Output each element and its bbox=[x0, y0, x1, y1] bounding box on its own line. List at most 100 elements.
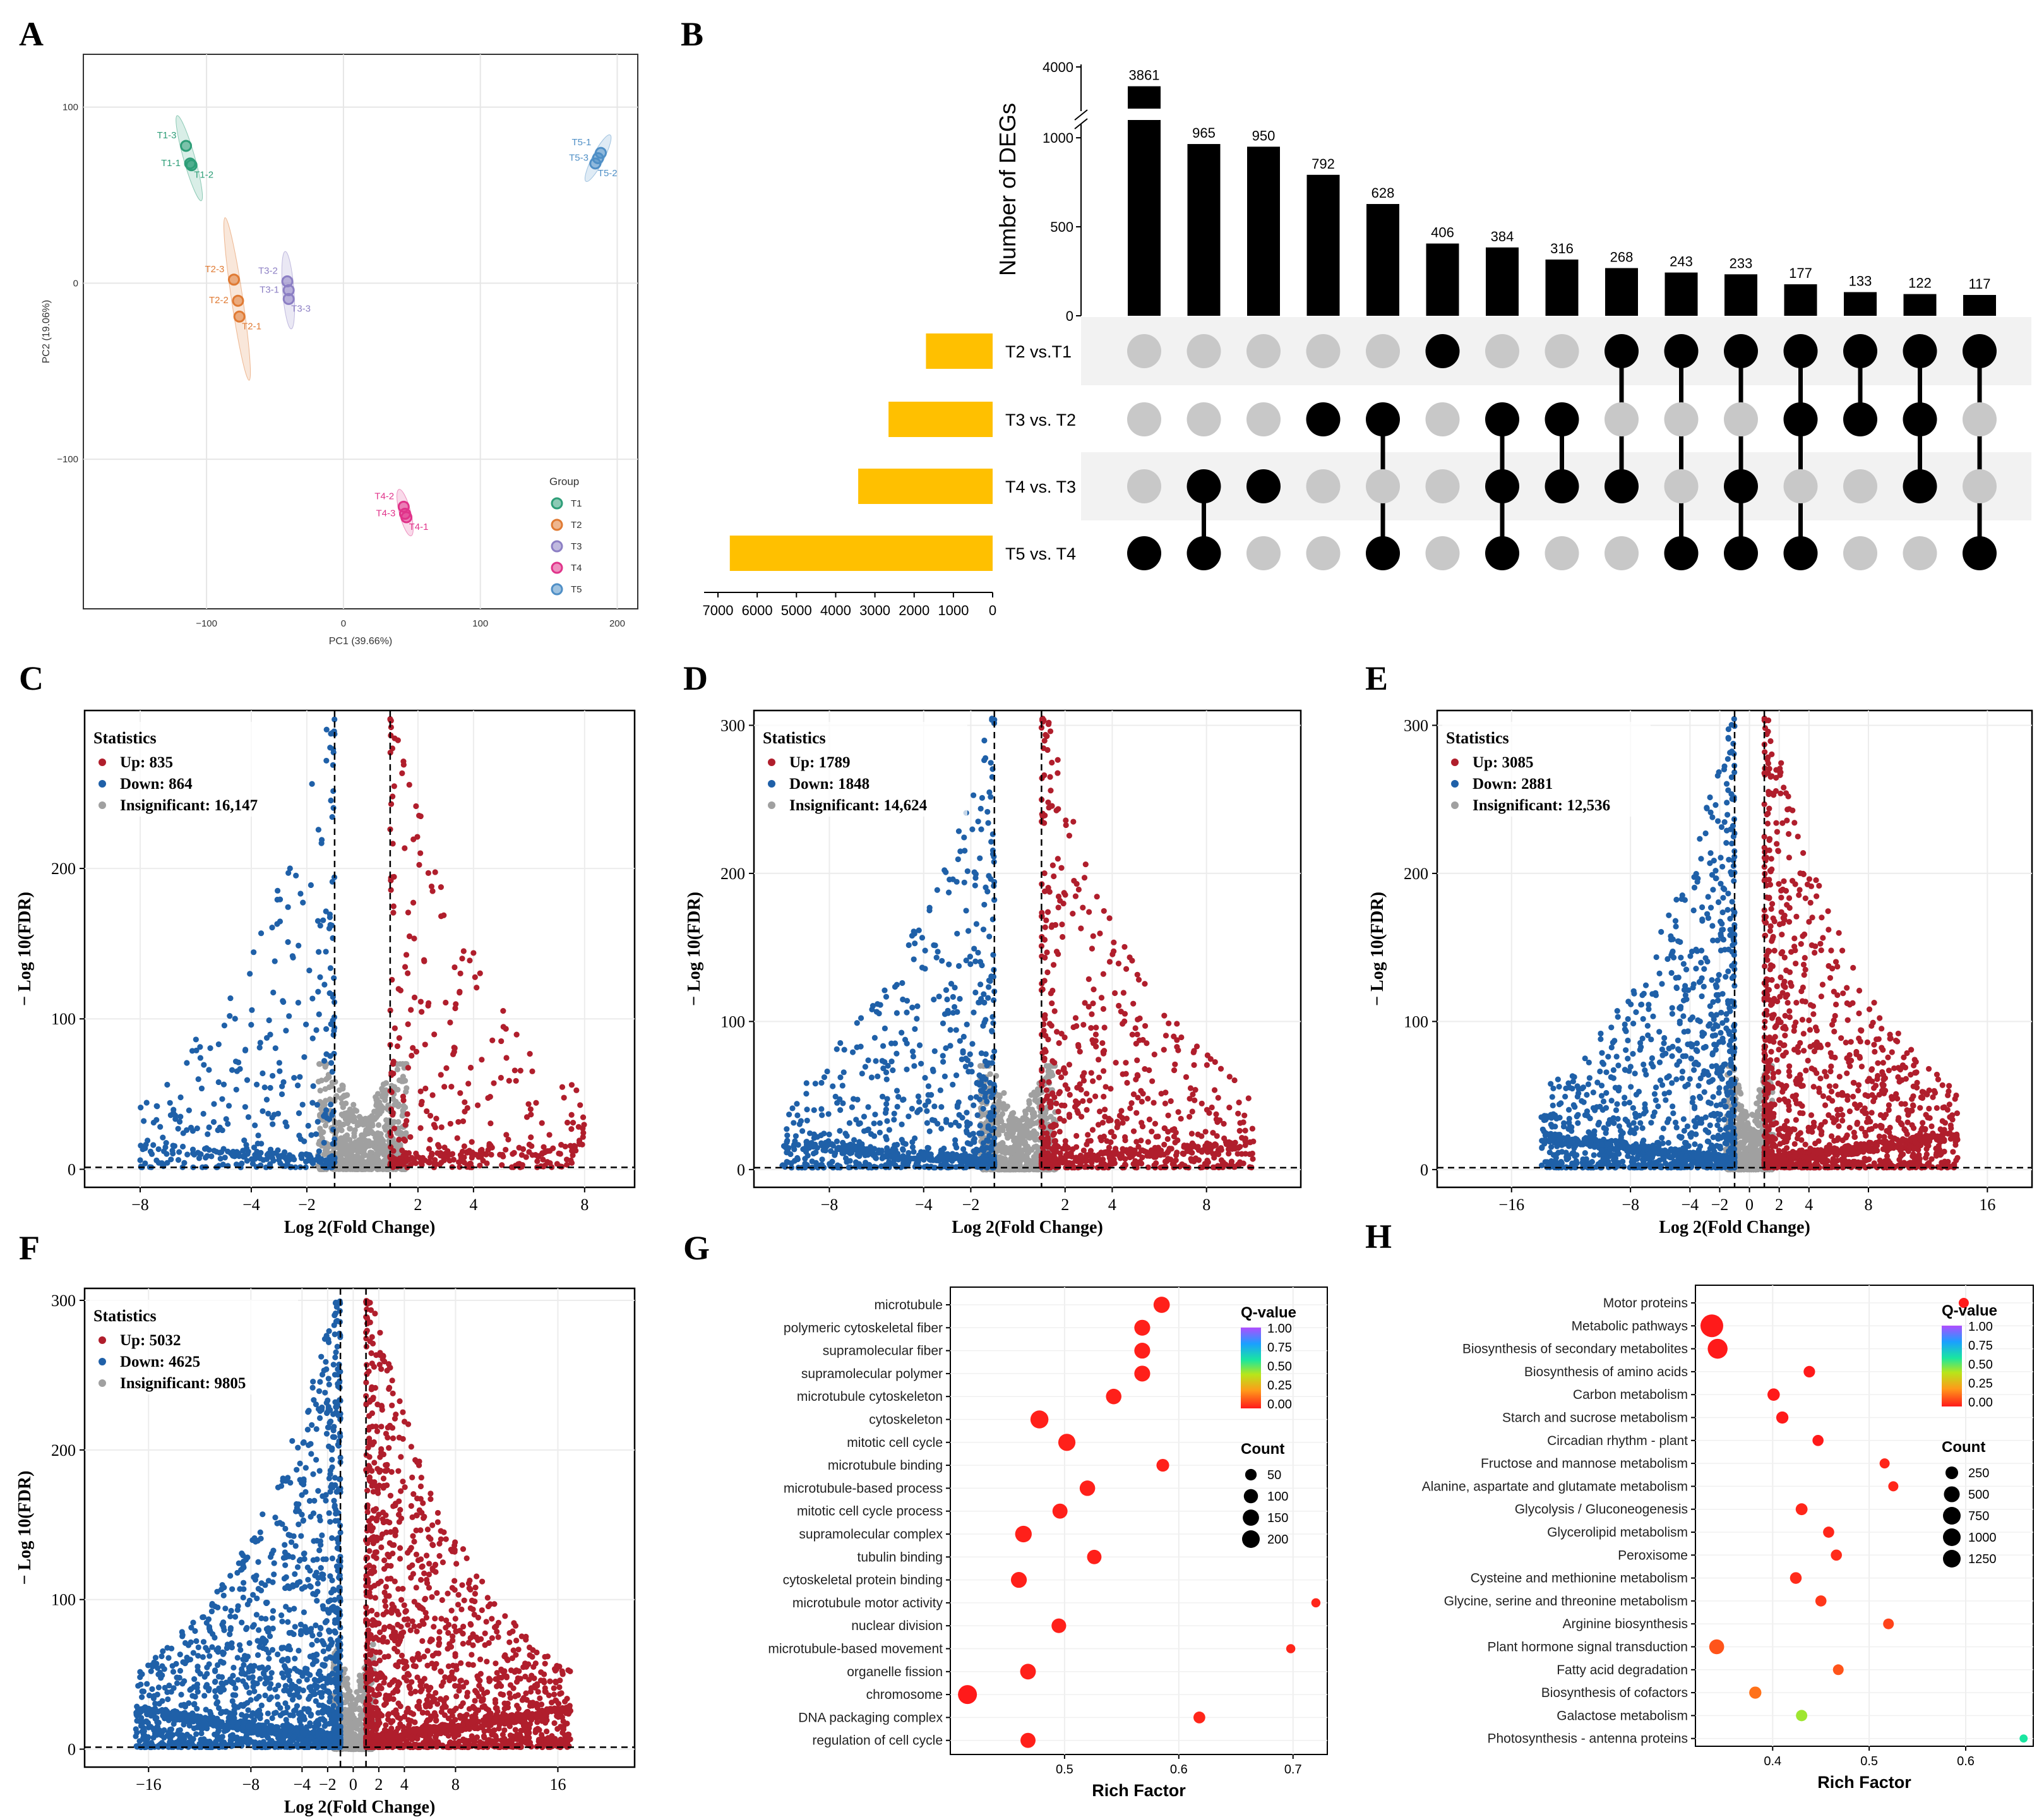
gene-point bbox=[980, 1160, 986, 1166]
sample-label: T4-1 bbox=[409, 522, 429, 532]
gene-point bbox=[377, 1142, 383, 1148]
membership-dot-filled bbox=[1903, 334, 1937, 368]
membership-dot-filled bbox=[1485, 536, 1519, 570]
gene-point bbox=[1138, 1088, 1144, 1094]
gene-point bbox=[395, 1086, 401, 1093]
gene-point bbox=[1162, 1089, 1169, 1096]
gene-point bbox=[941, 867, 948, 873]
gene-point bbox=[406, 933, 413, 940]
gene-point bbox=[981, 757, 988, 764]
gene-point bbox=[1161, 1141, 1168, 1148]
gene-point bbox=[824, 1068, 830, 1075]
gene-point bbox=[410, 899, 417, 906]
gene-point bbox=[391, 1025, 398, 1031]
gene-point bbox=[952, 985, 958, 991]
gene-point bbox=[1676, 1018, 1683, 1024]
gene-point bbox=[291, 1074, 297, 1081]
gene-point bbox=[339, 1100, 345, 1106]
gene-point bbox=[344, 1110, 350, 1116]
gene-point bbox=[886, 1127, 892, 1133]
gene-point bbox=[326, 914, 333, 920]
gene-point bbox=[272, 1045, 278, 1052]
set-axis-tick-label: 6000 bbox=[742, 603, 773, 618]
membership-dot-filled bbox=[1186, 469, 1221, 503]
gene-point bbox=[980, 926, 987, 933]
gene-point bbox=[1118, 1009, 1124, 1015]
gene-point bbox=[1111, 939, 1117, 945]
gene-point bbox=[962, 848, 968, 854]
membership-dot-empty bbox=[1186, 402, 1221, 436]
legend-title: Group bbox=[549, 476, 579, 488]
gene-point bbox=[1050, 962, 1057, 968]
gene-point bbox=[219, 1127, 225, 1134]
gene-point bbox=[150, 1119, 157, 1126]
gene-point bbox=[573, 1148, 579, 1154]
gene-point bbox=[387, 749, 393, 756]
gene-point bbox=[160, 1134, 166, 1141]
gene-point bbox=[804, 1117, 810, 1124]
gene-point bbox=[267, 1084, 273, 1091]
gene-point bbox=[1124, 1079, 1130, 1086]
gene-point bbox=[260, 1157, 266, 1163]
gene-point bbox=[320, 917, 326, 923]
gene-point bbox=[349, 1159, 356, 1166]
gene-point bbox=[364, 1118, 370, 1125]
gene-point bbox=[400, 1074, 406, 1080]
gene-point bbox=[328, 1021, 334, 1028]
gene-point bbox=[503, 1132, 510, 1138]
gene-point bbox=[253, 1081, 260, 1088]
gene-point bbox=[945, 889, 952, 896]
gene-point bbox=[284, 1158, 290, 1165]
gene-point bbox=[1044, 969, 1051, 976]
gene-point bbox=[1056, 1089, 1063, 1095]
gene-point bbox=[871, 1034, 878, 1041]
gene-point bbox=[546, 1132, 553, 1138]
gene-point bbox=[396, 1034, 402, 1041]
gene-point bbox=[1755, 1151, 1762, 1157]
gene-point bbox=[1168, 1146, 1174, 1152]
gene-point bbox=[404, 1111, 410, 1117]
gene-point bbox=[904, 1009, 910, 1016]
gene-point bbox=[438, 884, 444, 891]
gene-point bbox=[1084, 1091, 1090, 1097]
gene-point bbox=[795, 1142, 801, 1148]
gene-point bbox=[215, 1041, 222, 1048]
gene-point bbox=[1101, 1024, 1108, 1031]
bar-value-label: 384 bbox=[1491, 229, 1514, 244]
gene-point bbox=[234, 1149, 240, 1155]
gene-point bbox=[985, 1123, 991, 1129]
legend-title: Statistics bbox=[93, 729, 157, 747]
gene-point bbox=[960, 1033, 967, 1040]
gene-point bbox=[914, 1109, 921, 1115]
gene-point bbox=[291, 1156, 297, 1163]
gene-point bbox=[857, 1120, 863, 1127]
legend-marker bbox=[551, 519, 563, 531]
gene-point bbox=[1058, 1154, 1064, 1161]
gene-point bbox=[1045, 1036, 1051, 1043]
gene-point bbox=[197, 1055, 203, 1061]
gene-point bbox=[909, 1048, 916, 1055]
gene-point bbox=[1051, 1130, 1058, 1137]
gene-point bbox=[1044, 949, 1050, 956]
gene-point bbox=[784, 1149, 790, 1156]
gene-point bbox=[899, 1153, 905, 1160]
set-axis-tick-label: 4000 bbox=[820, 603, 851, 618]
gene-point bbox=[368, 1166, 374, 1173]
gene-point bbox=[550, 1145, 556, 1151]
gene-point bbox=[941, 1073, 948, 1079]
gene-point bbox=[880, 1043, 887, 1049]
gene-point bbox=[986, 789, 993, 796]
gene-point bbox=[832, 1093, 839, 1100]
sample-label: T4-2 bbox=[374, 491, 394, 501]
gene-point bbox=[316, 1011, 322, 1017]
gene-point bbox=[904, 998, 911, 1004]
gene-point bbox=[972, 1160, 979, 1166]
gene-point bbox=[1238, 1151, 1245, 1157]
intersection-bar bbox=[1664, 272, 1698, 316]
gene-point bbox=[914, 1003, 921, 1009]
gene-point bbox=[322, 1086, 328, 1092]
sample-point bbox=[400, 511, 413, 524]
gene-point bbox=[890, 1148, 896, 1154]
gene-point bbox=[1092, 1093, 1099, 1100]
gene-point bbox=[1072, 893, 1079, 899]
